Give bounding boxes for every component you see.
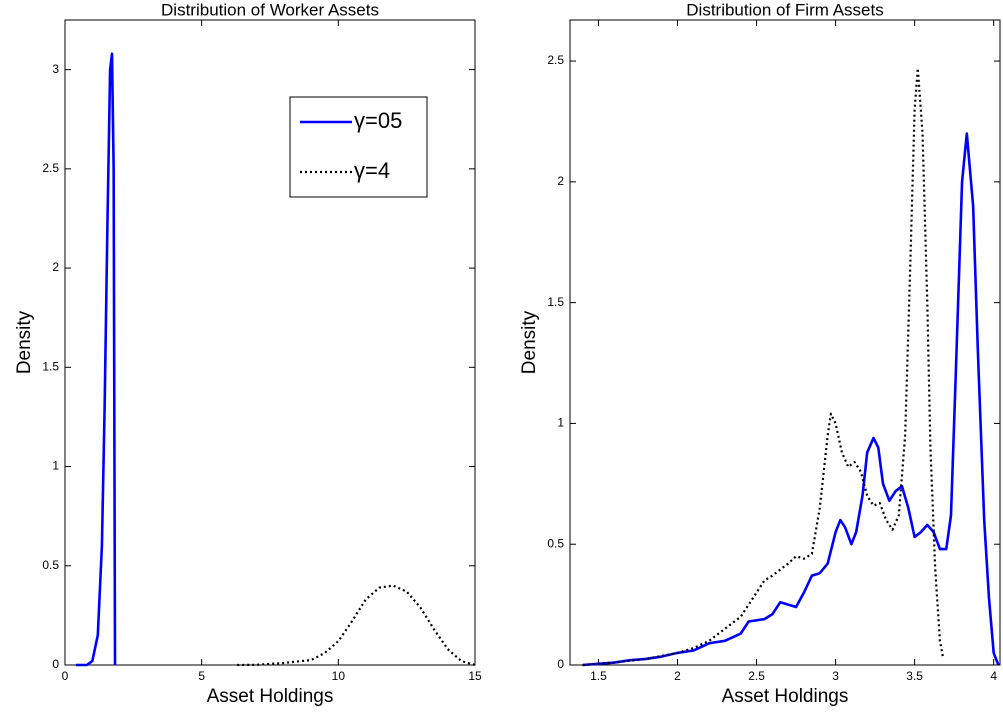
x-axis-label: Asset Holdings [722,686,849,707]
x-tick-label: 1.5 [590,669,607,683]
x-tick-label: 3.5 [906,669,923,683]
plot-area [569,19,1001,666]
x-tick-label: 10 [332,669,346,683]
series-line [582,67,945,667]
y-tick-label: 2 [557,174,564,188]
x-tick-label: 2 [674,669,681,683]
x-tick-label: 0 [62,669,69,683]
y-tick-label: 0.5 [547,536,564,550]
y-tick-label: 2.5 [547,53,564,67]
x-axis-label: Asset Holdings [207,686,334,707]
y-tick-label: 0.5 [42,558,59,572]
x-tick-label: 2.5 [748,669,765,683]
x-tick-label: 5 [198,669,205,683]
y-tick-label: 1.5 [42,359,59,373]
y-tick-label: 3 [52,62,59,76]
x-tick-label: 3 [832,669,839,683]
y-tick-label: 0 [52,657,59,671]
y-tick-label: 0 [557,657,564,671]
y-axis-label: Density [519,310,540,374]
legend-label: γ=05 [354,108,402,133]
y-tick-label: 1 [52,459,59,473]
x-tick-label: 4 [990,669,997,683]
legend-box [289,96,428,198]
x-tick-label: 15 [468,669,482,683]
y-tick-label: 2.5 [42,161,59,175]
series-line [582,132,1000,667]
legend-label: γ=4 [354,158,390,183]
chart-title: Distribution of Worker Assets [161,0,379,19]
y-tick-label: 1.5 [547,295,564,309]
series-line [237,584,476,667]
y-tick-label: 2 [52,260,59,274]
y-tick-label: 1 [557,416,564,430]
chart-title: Distribution of Firm Assets [686,0,883,19]
series-line [75,52,117,667]
y-axis-label: Density [14,310,35,374]
